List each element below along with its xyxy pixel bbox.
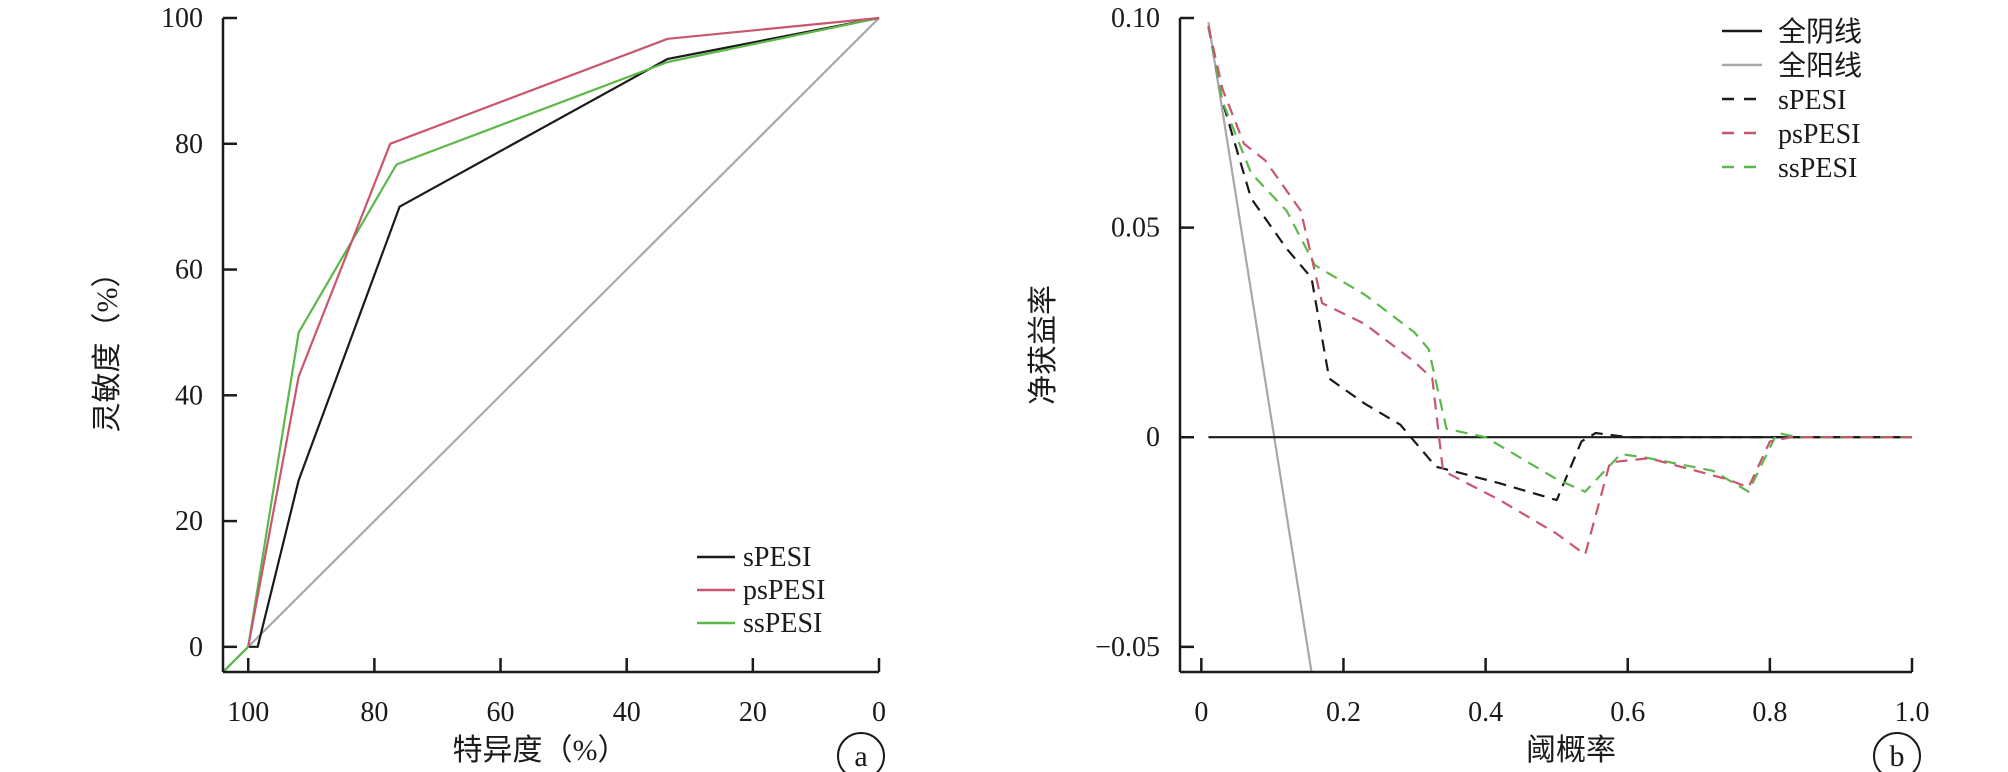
panel-a-letter: a (854, 740, 867, 772)
panel-a-series-line-sspesi (222, 16, 880, 673)
panel-b-x-tick-label: 1.0 (1895, 697, 1930, 728)
panel-b-y-axis-title: 净获益率 (1027, 285, 1060, 405)
panel-b-axes (1178, 16, 1914, 674)
panel-a-x-tick-label: 0 (872, 697, 886, 728)
panel-b-legend-entry-2: sPESI (1722, 85, 1846, 116)
panel-b-x-tick-label: 0.4 (1468, 697, 1503, 728)
panel-b-x-axis-title: 阈概率 (1526, 734, 1616, 767)
panel-b-legend-label: sPESI (1778, 85, 1846, 116)
panel-a-y-tick-label: 40 (175, 380, 203, 411)
panel-b-x-tick-label: 0.6 (1610, 697, 1645, 728)
panel-b-legend-entry-4: ssPESI (1722, 153, 1857, 184)
panel-a-tick-labels: 0 20 40 60 80 100 100 80 60 40 20 0 (161, 3, 886, 728)
panel-a-legend-label: psPESI (743, 575, 825, 606)
panel-b-legend-entry-3: psPESI (1722, 119, 1860, 150)
panel-b-y-tick-label: 0 (1146, 422, 1160, 453)
panel-a-legend-entry-sspesi: ssPESI (697, 608, 822, 639)
panel-a-y-tick-label: 80 (175, 129, 203, 160)
panel-a-y-tick-label: 60 (175, 255, 203, 286)
panel-b-legend-label: 全阳线 (1778, 50, 1862, 82)
panel-b-x-tick-label: 0 (1194, 697, 1208, 728)
panel-b-decision-curve-chart: 0.100.050−0.050 0.2 0.4 0.6 0.8 1.0 阈概率 净获益率 … (1027, 3, 1930, 772)
panel-b-legend-entry-0: 全阴线 (1722, 16, 1862, 48)
panel-b-series-lines (1207, 22, 1912, 672)
panel-a-x-tick-label: 20 (739, 697, 767, 728)
panel-a-roc-chart: 0 20 40 60 80 100 100 80 60 40 20 0 特异度（%） 灵敏度（%） s… (91, 3, 886, 772)
panel-a-x-tick-label: 80 (360, 697, 388, 728)
panel-a-x-axis-title: 特异度（%） (453, 734, 628, 767)
panel-a-x-tick-label: 40 (613, 697, 641, 728)
panel-b-series-line-3 (1207, 26, 1912, 556)
panel-b-y-tick-label: −0.05 (1095, 632, 1160, 663)
panel-a-series-lines (222, 16, 880, 673)
panel-a-legend-entry-spesi: sPESI (697, 542, 811, 573)
panel-b-legend-label: ssPESI (1778, 153, 1857, 184)
panel-b-legend-entry-1: 全阳线 (1722, 50, 1862, 82)
panel-b-series-line-2 (1207, 26, 1912, 502)
panel-a-y-tick-label: 20 (175, 506, 203, 537)
panel-b-y-tick-label: 0.10 (1111, 3, 1160, 34)
panel-b-letter: b (1890, 740, 1905, 772)
panel-a-y-tick-label: 100 (161, 3, 203, 34)
panel-b-letter-circle (1873, 732, 1921, 772)
panel-b-x-tick-label: 0.2 (1326, 697, 1361, 728)
panel-a-legend-entry-pspesi: psPESI (697, 575, 825, 606)
panel-a-letter-circle (837, 732, 885, 772)
panel-a-series-line-reference-diagonal (222, 17, 880, 673)
panel-a-legend-label: sPESI (743, 542, 811, 573)
panel-b-tick-labels: 0.10 0.05 0 −0.05 0 0.2 0.4 0.6 0.8 1.0 (1095, 3, 1929, 728)
panel-b-x-tick-label: 0.8 (1752, 697, 1787, 728)
panel-b-legend-label: 全阴线 (1778, 16, 1862, 48)
panel-a-y-axis-title: 灵敏度（%） (91, 258, 124, 433)
panel-b-legend-label: psPESI (1778, 119, 1860, 150)
panel-a-x-tick-label: 60 (487, 697, 515, 728)
panel-a-y-tick-label: 0 (189, 632, 203, 663)
panel-a-axes (221, 16, 881, 674)
panel-a-series-line-pspesi (247, 16, 880, 648)
panel-a-legend-label: ssPESI (743, 608, 822, 639)
panel-a-x-tick-label: 100 (227, 697, 269, 728)
panel-a-series-line-spesi (248, 16, 880, 648)
panel-b-y-tick-label: 0.05 (1111, 213, 1160, 244)
panel-b-series-line-4 (1207, 26, 1912, 493)
panel-b-letter-badge: b (1873, 732, 1921, 772)
panel-b-series-line-1 (1207, 22, 1313, 672)
panel-a-letter-badge: a (837, 732, 885, 772)
